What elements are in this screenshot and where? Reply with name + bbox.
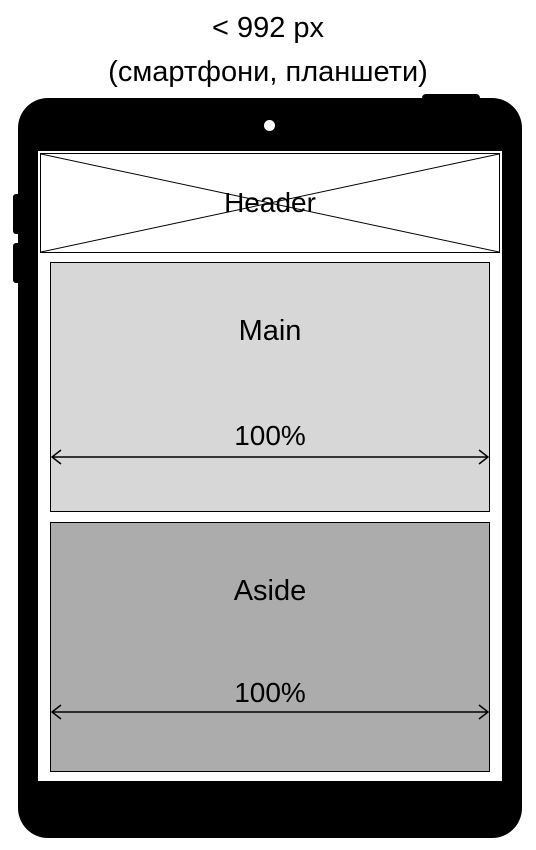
volume-down-button	[13, 243, 21, 283]
camera-icon	[264, 120, 275, 131]
breakpoint-caption: < 992 px	[211, 12, 325, 44]
main-block: Main 100%	[50, 262, 490, 512]
main-width-arrow-icon	[51, 449, 489, 465]
aside-block: Aside 100%	[50, 522, 490, 772]
main-width-label: 100%	[234, 420, 306, 451]
volume-up-button	[13, 194, 21, 234]
aside-width-label: 100%	[234, 677, 306, 708]
main-label: Main	[238, 315, 302, 347]
placeholder-cross-icon	[41, 154, 499, 252]
device-type-caption: (смартфони, планшети)	[108, 56, 428, 88]
aside-label: Aside	[233, 575, 307, 607]
header-label: Header	[224, 187, 316, 218]
header-placeholder: Header	[40, 153, 500, 253]
tablet-screen: Header Main 100% Aside 100%	[38, 151, 502, 781]
aside-width-arrow-icon	[51, 704, 489, 720]
